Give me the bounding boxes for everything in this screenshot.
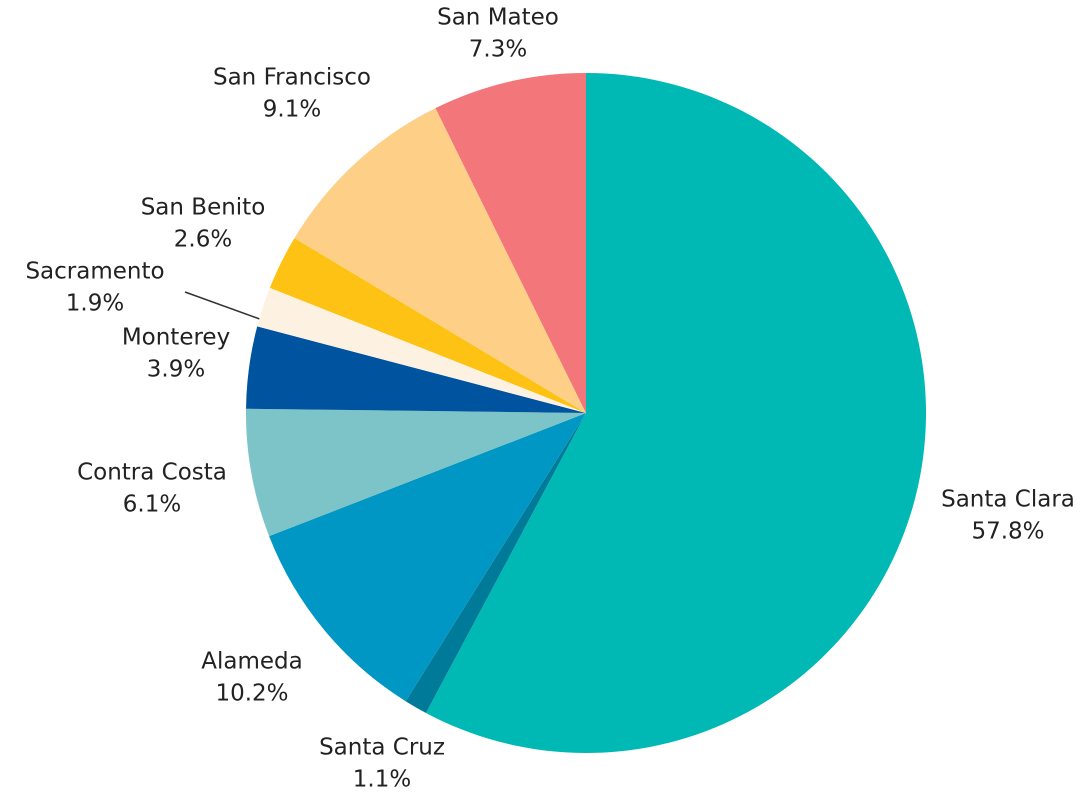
slice-label: Santa Clara <box>941 487 1075 513</box>
slice-label: Monterey <box>122 325 230 351</box>
slice-label: San Mateo <box>437 5 559 31</box>
value-label: 1.1% <box>353 767 411 793</box>
leader-line <box>184 291 269 323</box>
value-label: 57.8% <box>971 519 1044 545</box>
slice-label: San Francisco <box>213 65 371 91</box>
pie-slice <box>425 73 927 753</box>
slice-label: Contra Costa <box>77 460 227 486</box>
pie-slice <box>245 408 586 537</box>
value-label: 2.6% <box>174 227 232 253</box>
value-label: 1.9% <box>66 291 124 317</box>
slice-label: Sacramento <box>25 259 164 285</box>
pie-slice <box>269 413 586 702</box>
value-label: 6.1% <box>123 492 181 518</box>
pie-slice <box>257 287 586 413</box>
pie-slice <box>435 73 586 413</box>
value-label: 10.2% <box>215 681 288 707</box>
pie-slice <box>294 108 586 414</box>
pie-slice <box>269 238 586 413</box>
pie-slice <box>405 413 586 713</box>
slice-label: Alameda <box>201 649 302 675</box>
value-label: 7.3% <box>469 37 527 63</box>
value-label: 3.9% <box>147 357 205 383</box>
value-label: 9.1% <box>263 97 321 123</box>
slice-label: San Benito <box>141 195 266 221</box>
slice-label: Santa Cruz <box>319 735 445 761</box>
pie-slice <box>246 326 586 413</box>
